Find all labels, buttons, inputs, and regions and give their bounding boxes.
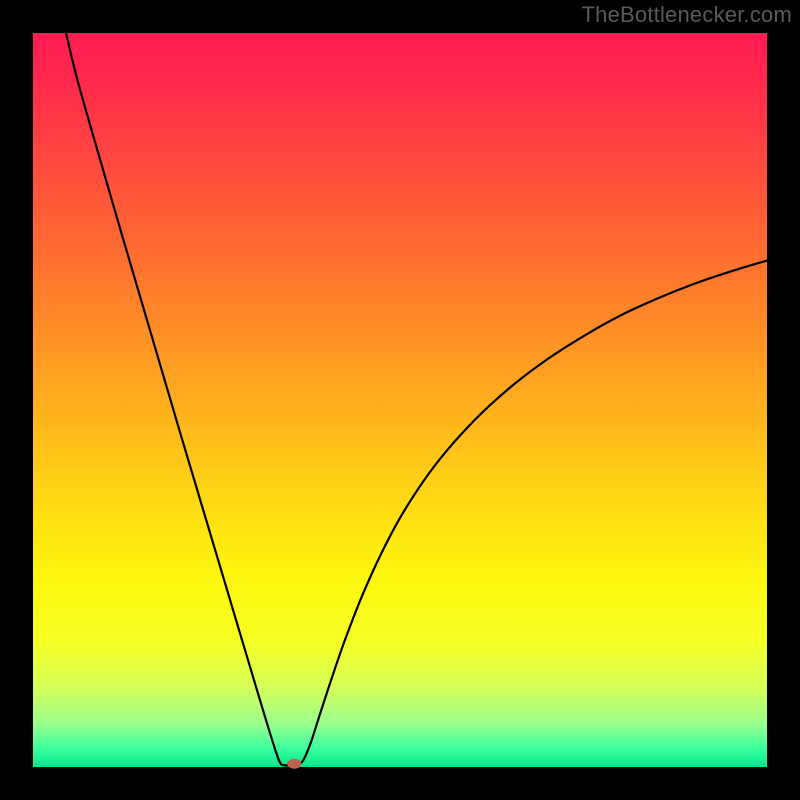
optimal-point-marker xyxy=(287,759,301,769)
chart-stage: TheBottlenecker.com xyxy=(0,0,800,800)
bottleneck-curve-chart xyxy=(0,0,800,800)
plot-background xyxy=(33,33,767,767)
